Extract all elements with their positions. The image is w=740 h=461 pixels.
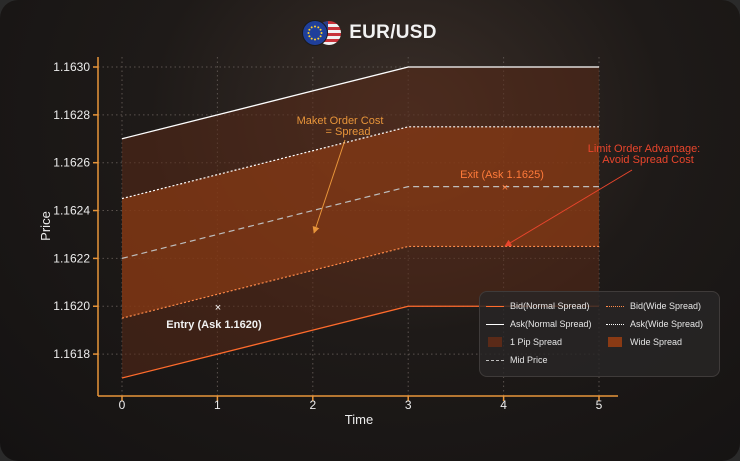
legend-label: 1 Pip Spread: [510, 337, 563, 347]
entry-label: Entry (Ask 1.1620): [166, 319, 262, 331]
x-tick-label: 3: [405, 398, 412, 412]
y-tick-label: 1.1626: [53, 156, 90, 170]
currency-pair-title: EUR/USD: [349, 22, 437, 43]
eu-flag-icon: [303, 21, 328, 45]
legend-label: Bid(Normal Spread): [510, 301, 590, 311]
x-axis-label: Time: [345, 412, 373, 427]
entry-marker: ×: [215, 302, 221, 314]
limit-advantage-annotation-line2: Avoid Spread Cost: [602, 154, 694, 166]
currency-flags: [303, 21, 342, 45]
legend-swatch: [488, 337, 502, 347]
series-line-2: [121, 245, 599, 319]
legend-label: Bid(Wide Spread): [630, 301, 702, 311]
y-tick-label: 1.1618: [53, 347, 90, 361]
market-cost-annotation-line1: Maket Order Cost: [297, 115, 384, 127]
legend-swatch: [486, 305, 504, 307]
y-tick-label: 1.1624: [53, 204, 90, 218]
series-line-3: [121, 126, 599, 200]
y-tick-label: 1.1622: [53, 251, 90, 265]
ticks: 1.1618 1.1620 1.1622 1.1624 1.1626 1.1628 1.16…: [53, 60, 602, 412]
legend-label: Wide Spread: [630, 337, 683, 347]
x-tick-label: 1: [214, 398, 221, 412]
limit-advantage-annotation-line1: Limit Order Advantage:: [588, 143, 701, 155]
x-tick-label: 0: [119, 398, 126, 412]
x-tick-label: 4: [500, 398, 507, 412]
legend-swatch: [486, 359, 504, 361]
trade-markers: × Entry (Ask 1.1620) × Exit (Ask 1.1625): [166, 169, 544, 331]
legend-label: Ask(Wide Spread): [630, 319, 704, 329]
series-line-4: [121, 186, 599, 259]
legend-item-ask-normal: Ask(Normal Spread): [486, 319, 592, 329]
y-tick-label: 1.1620: [53, 299, 90, 313]
annotations: Maket Order Cost = Spread Limit Order Ad…: [297, 115, 701, 247]
chart-legend: Bid(Normal Spread) Bid(Wide Spread) Ask(…: [479, 291, 720, 377]
x-tick-label: 5: [596, 398, 603, 412]
limit-advantage-arrow: [504, 169, 633, 247]
legend-item-wide-spread: Wide Spread: [606, 337, 682, 347]
legend-item-ask-wide: Ask(Wide Spread): [606, 319, 703, 329]
series-lines: [121, 66, 599, 379]
y-tick-label: 1.1630: [53, 60, 90, 74]
legend-label: Mid Price: [510, 355, 548, 365]
legend-item-bid-wide: Bid(Wide Spread): [606, 301, 701, 311]
spread-fill-1: [122, 126, 599, 319]
legend-swatch: [606, 305, 624, 307]
chart-header: EUR/USD: [0, 18, 740, 48]
market-cost-arrow: [312, 139, 346, 234]
legend-swatch: [608, 337, 622, 347]
legend-item-bid-normal: Bid(Normal Spread): [486, 301, 590, 311]
exit-label: Exit (Ask 1.1625): [460, 169, 544, 181]
y-axis-label: Price: [38, 211, 53, 241]
series-line-1: [121, 66, 599, 140]
market-cost-annotation-line2: = Spread: [326, 126, 371, 138]
legend-swatch: [486, 323, 504, 325]
x-tick-label: 2: [309, 398, 316, 412]
legend-label: Ask(Normal Spread): [510, 319, 592, 329]
exit-marker: ×: [502, 182, 508, 194]
axes: [97, 57, 618, 397]
legend-item-mid-price: Mid Price: [486, 355, 548, 365]
legend-item-1-pip-spread: 1 Pip Spread: [486, 337, 562, 347]
legend-swatch: [606, 323, 624, 325]
y-tick-label: 1.1628: [53, 108, 90, 122]
